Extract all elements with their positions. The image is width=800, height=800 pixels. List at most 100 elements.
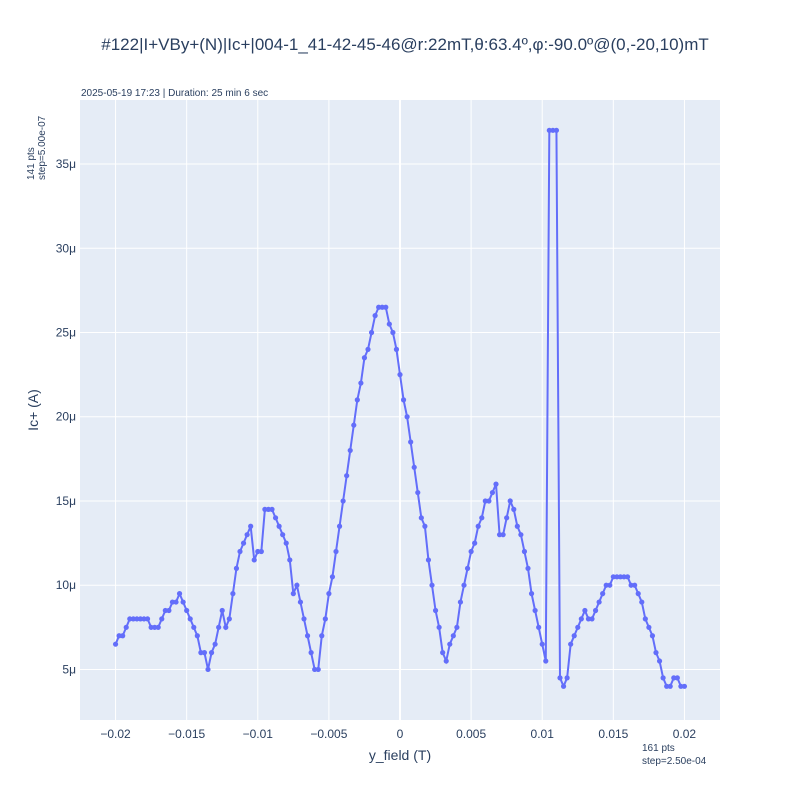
- series-markers: [112, 127, 688, 689]
- data-point: [575, 624, 581, 630]
- data-point: [340, 498, 346, 504]
- data-point: [457, 599, 464, 605]
- data-point: [425, 557, 432, 563]
- data-point: [166, 607, 172, 614]
- data-point: [511, 506, 517, 512]
- x-tick-label: −0.02: [100, 727, 131, 741]
- data-point: [208, 650, 215, 656]
- data-point: [372, 313, 378, 319]
- data-point: [226, 616, 232, 622]
- data-point: [390, 329, 396, 336]
- x-tick-label: 0.02: [673, 727, 697, 741]
- data-point: [585, 616, 592, 622]
- data-point: [429, 582, 435, 588]
- data-point: [212, 641, 218, 647]
- data-point: [482, 498, 488, 504]
- data-point: [258, 548, 264, 555]
- data-point: [173, 599, 179, 605]
- y-tick-label: 25μ: [56, 326, 76, 340]
- x-points-count: 161 pts: [642, 743, 675, 754]
- data-point: [333, 548, 339, 555]
- data-point: [336, 523, 343, 529]
- data-point: [635, 591, 641, 597]
- data-point: [112, 641, 119, 647]
- data-point: [326, 591, 332, 597]
- data-point: [358, 380, 364, 386]
- data-point: [393, 346, 400, 352]
- data-point: [589, 616, 595, 622]
- y-step-size: step=5.00e-07: [37, 115, 48, 180]
- data-point: [504, 515, 510, 521]
- data-point: [130, 616, 136, 622]
- data-point: [507, 498, 513, 504]
- y-tick-labels: 5μ 10μ 15μ 20μ 25μ 30μ 35μ: [56, 157, 76, 676]
- data-point: [528, 591, 535, 597]
- data-point: [404, 414, 410, 420]
- data-point: [187, 616, 193, 622]
- data-point: [329, 574, 336, 580]
- data-point: [539, 641, 545, 647]
- data-point: [493, 481, 499, 487]
- data-point: [472, 540, 478, 546]
- data-point: [639, 599, 645, 605]
- y-tick-label: 35μ: [56, 157, 76, 171]
- data-point: [500, 532, 506, 538]
- data-point: [536, 624, 542, 630]
- data-point: [280, 532, 286, 538]
- data-point: [304, 633, 311, 639]
- data-point: [461, 582, 467, 588]
- data-point: [219, 607, 225, 614]
- data-point: [194, 633, 200, 639]
- y-tick-label: 20μ: [56, 410, 76, 424]
- x-tick-label: 0.015: [598, 727, 628, 741]
- y-tick-label: 5μ: [62, 662, 76, 676]
- data-point: [432, 607, 439, 614]
- data-point: [656, 658, 663, 664]
- data-point: [344, 473, 350, 479]
- data-point: [607, 582, 613, 588]
- data-point: [578, 616, 584, 622]
- data-point: [347, 447, 353, 454]
- data-point: [155, 624, 161, 630]
- data-point: [361, 355, 368, 361]
- data-point: [582, 607, 588, 614]
- data-point: [383, 304, 389, 310]
- x-tick-label: −0.005: [310, 727, 347, 741]
- data-point: [454, 624, 460, 630]
- x-axis-title: y_field (T): [369, 747, 431, 763]
- data-point: [201, 650, 208, 656]
- data-point: [144, 616, 151, 622]
- data-point: [116, 633, 122, 639]
- data-point: [411, 464, 417, 470]
- data-point: [447, 641, 453, 647]
- y-points-count: 141 pts: [26, 147, 37, 180]
- data-point: [450, 633, 456, 639]
- data-point: [621, 574, 627, 580]
- data-point: [660, 675, 666, 681]
- data-point: [436, 624, 442, 630]
- data-point: [148, 624, 154, 630]
- data-point: [479, 515, 485, 521]
- x-tick-labels: −0.02 −0.015 −0.01 −0.005 0 0.005 0.01 0.015 0.0…: [100, 727, 696, 741]
- data-point: [464, 565, 471, 571]
- data-point: [674, 675, 680, 681]
- data-point: [489, 489, 496, 496]
- data-point: [681, 683, 688, 689]
- y-tick-label: 15μ: [56, 494, 76, 508]
- x-step-size: step=2.50e-04: [642, 756, 707, 767]
- data-point: [532, 607, 538, 614]
- data-point: [646, 624, 652, 630]
- data-point: [564, 675, 570, 681]
- data-point: [632, 582, 638, 588]
- data-point: [230, 591, 236, 597]
- data-point: [624, 574, 631, 580]
- data-point: [248, 523, 254, 529]
- grid: [80, 100, 720, 720]
- data-point: [137, 616, 144, 622]
- data-point: [653, 650, 659, 656]
- timestamp-annotation: 2025-05-19 17:23 | Duration: 25 min 6 se…: [81, 88, 268, 99]
- data-point: [272, 515, 279, 521]
- data-point: [162, 607, 168, 614]
- data-point: [400, 397, 407, 403]
- data-point: [223, 624, 229, 630]
